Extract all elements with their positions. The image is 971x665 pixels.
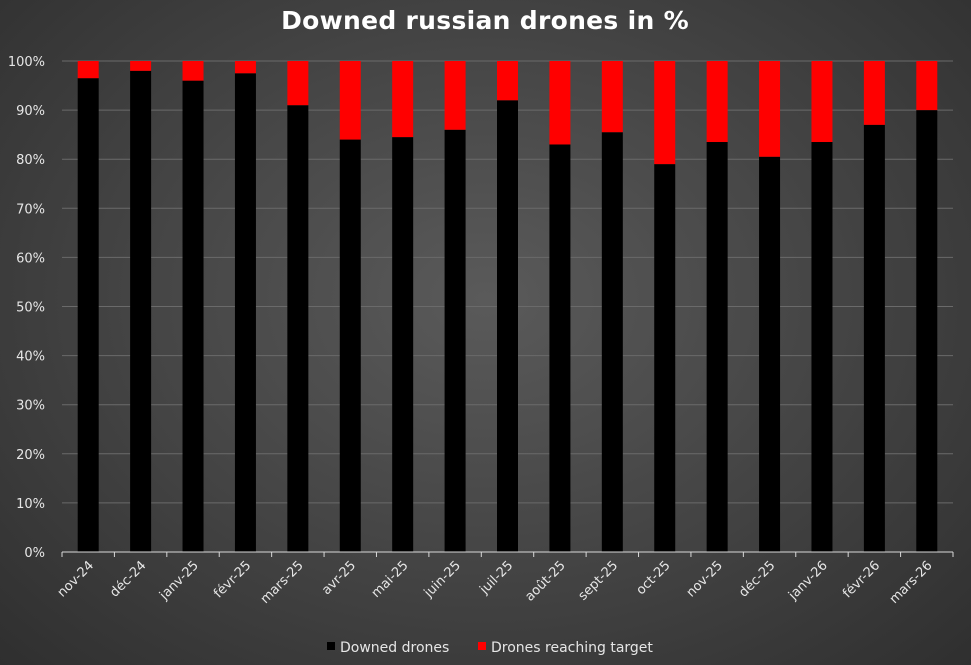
bar-downed-drones	[130, 70, 152, 552]
x-tick-label: juin-25	[421, 558, 464, 601]
bar-downed-drones	[77, 78, 99, 552]
bar-drones-reaching-target	[811, 61, 833, 143]
x-tick-label: mars-26	[887, 558, 936, 607]
bar-downed-drones	[863, 124, 885, 552]
bar-downed-drones	[811, 142, 833, 552]
y-tick-label: 10%	[16, 497, 45, 512]
y-tick-label: 50%	[16, 301, 45, 316]
bar-drones-reaching-target	[497, 61, 518, 101]
bar-drones-reaching-target	[182, 61, 204, 81]
legend-label-downed-drones: Downed drones	[340, 640, 449, 656]
y-tick-label: 60%	[16, 251, 45, 266]
bar-downed-drones	[392, 137, 414, 553]
x-tick-label: janv-25	[156, 558, 202, 604]
x-tick-label: nov-25	[684, 558, 726, 600]
bar-drones-reaching-target	[706, 61, 728, 143]
bar-drones-reaching-target	[549, 61, 571, 145]
bar-drones-reaching-target	[234, 61, 256, 74]
x-axis-ticks: nov-24 déc-24 janv-25 févr-25 mars-25 avr-25 m…	[55, 552, 954, 607]
bar-downed-drones	[339, 139, 361, 552]
bars	[77, 61, 938, 553]
bar-downed-drones	[601, 132, 623, 552]
legend-swatch-drones-reaching-target	[478, 642, 486, 650]
bar-drones-reaching-target	[339, 61, 361, 140]
bar-downed-drones	[234, 73, 256, 553]
chart-title: Downed russian drones in %	[281, 6, 689, 35]
bar-downed-drones	[654, 164, 676, 553]
bar-downed-drones	[759, 156, 781, 552]
bar-drones-reaching-target	[654, 61, 676, 165]
x-tick-label: nov-24	[55, 558, 97, 600]
bar-downed-drones	[706, 142, 728, 552]
y-tick-label: 0%	[24, 546, 45, 561]
y-tick-label: 20%	[16, 448, 45, 463]
x-tick-label: déc-24	[107, 558, 149, 600]
y-tick-label: 80%	[16, 153, 45, 168]
bar-drones-reaching-target	[916, 61, 938, 111]
x-tick-label: avr-25	[319, 558, 359, 598]
bar-drones-reaching-target	[863, 61, 885, 125]
y-tick-label: 40%	[16, 350, 45, 365]
bar-drones-reaching-target	[444, 61, 466, 130]
y-tick-label: 30%	[16, 399, 45, 414]
bar-downed-drones	[497, 100, 518, 552]
x-tick-label: oct-25	[634, 558, 674, 598]
x-tick-label: sept-25	[576, 558, 622, 604]
x-tick-label: mars-25	[258, 558, 307, 607]
y-axis-ticks: 0% 10% 20% 30% 40% 50% 60% 70% 80% 90% 100%	[8, 55, 45, 561]
y-tick-label: 100%	[8, 55, 45, 70]
y-tick-label: 70%	[16, 202, 45, 217]
y-tick-label: 90%	[16, 104, 45, 119]
bar-drones-reaching-target	[601, 61, 623, 133]
bar-downed-drones	[916, 110, 938, 552]
x-tick-label: févr-25	[211, 558, 254, 601]
bar-drones-reaching-target	[77, 61, 99, 79]
x-tick-label: mai-25	[369, 558, 412, 601]
bar-downed-drones	[549, 144, 571, 552]
legend: Downed drones Drones reaching target	[327, 640, 653, 656]
legend-swatch-downed-drones	[327, 642, 335, 650]
bar-drones-reaching-target	[130, 61, 152, 71]
x-tick-label: août-25	[522, 558, 568, 604]
bar-drones-reaching-target	[287, 61, 309, 106]
x-tick-label: déc-25	[736, 558, 778, 600]
legend-label-drones-reaching-target: Drones reaching target	[491, 640, 653, 656]
bar-downed-drones	[182, 80, 204, 552]
x-tick-label: juil-25	[477, 558, 517, 598]
bar-downed-drones	[444, 129, 466, 553]
x-tick-label: janv-26	[785, 558, 831, 604]
bar-downed-drones	[287, 105, 309, 552]
x-tick-label: févr-26	[840, 558, 883, 601]
bar-drones-reaching-target	[392, 61, 414, 138]
bar-drones-reaching-target	[759, 61, 781, 157]
